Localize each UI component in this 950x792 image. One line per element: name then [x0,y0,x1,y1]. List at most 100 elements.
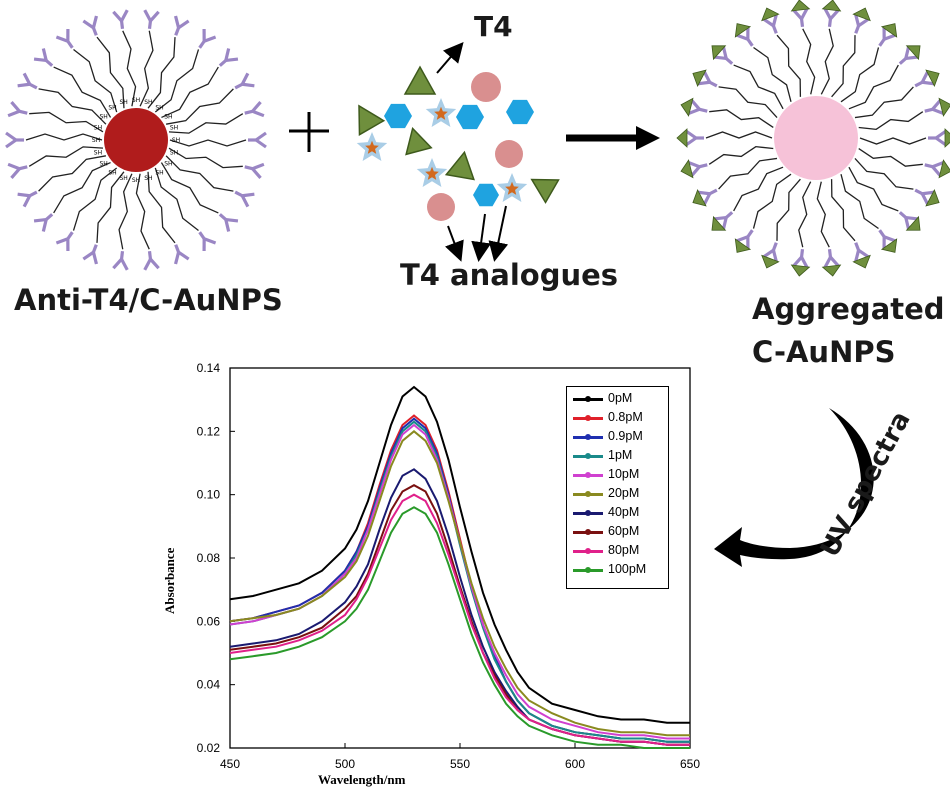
t4-pointer-arrow [436,41,464,74]
legend-label: 0.8pM [608,410,643,424]
antibody-icon [821,0,842,28]
aggregated-label-line2: C-AuNPS [752,335,896,369]
thiol-label: SH [144,99,152,106]
uv-curved-arrow [714,408,874,567]
antibody-icon [55,231,74,251]
star-molecule-icon [425,98,457,127]
series-line-20pM [229,430,690,737]
antibody-icon [790,248,811,277]
legend-item: 60pM [567,522,668,541]
thiol-label: SH [119,99,127,106]
antibody-icon [734,23,754,47]
antibody-icon [761,7,780,34]
antibody-icon [914,188,940,207]
y-tick-label: 0.10 [197,488,221,502]
thiol-label: SH [155,169,163,176]
star-molecule-icon [416,158,448,187]
hexagon-molecule-icon [384,103,412,129]
legend-item: 20pM [567,484,668,503]
x-tick-label: 600 [565,757,585,771]
legend-label: 1pM [608,448,633,462]
legend-label: 40pM [608,505,640,519]
legend-item: 100pM [567,560,668,579]
antibody-icon [924,159,950,179]
antibody-icon [711,45,734,65]
x-tick-label: 550 [450,757,470,771]
series-line-0pM [229,385,690,724]
aggregated-aunp-particle [676,0,950,277]
antibody-icon [55,29,74,49]
antibody-icon [218,213,239,232]
thiol-label: SH [99,113,107,120]
antibody-icon [218,48,239,67]
anti-t4-label: Anti-T4/C-AuNPS [14,283,283,317]
triangle-molecule-icon [358,104,386,136]
antibody-icon [734,229,754,253]
y-tick-label: 0.14 [197,361,221,375]
legend-marker-icon [585,472,591,478]
thiol-label: SH [132,177,140,184]
antibody-icon [82,15,98,36]
triangle-molecule-icon [530,178,560,204]
antibody-icon [143,250,160,271]
antibody-icon [112,250,129,271]
thiol-label: SH [99,161,107,168]
t4-analogues-label: T4 analogues [400,258,619,292]
legend-marker-icon [585,548,591,554]
x-tick-label: 650 [680,757,700,771]
antibody-icon [143,9,160,30]
antibody-icon [112,9,129,30]
antibody-icon [82,244,98,265]
legend-item: 40pM [567,503,668,522]
thiol-label: SH [170,149,178,156]
legend-item: 80pM [567,541,668,560]
antibody-icon [244,101,265,118]
antibody-icon [676,128,704,148]
hexagon-molecule-icon [473,183,499,207]
antibody-icon [248,131,267,149]
aggregated-label-line1: Aggregated [752,292,945,326]
analogue-mixture [356,65,560,221]
uv-spectra-chart: 450 500 550 600 650 0.02 0.04 0.06 0.08 0.10 0.12 0… [197,361,700,771]
legend-item: 0.9pM [567,427,668,446]
star-molecule-icon [496,173,528,202]
legend-marker-icon [585,396,591,402]
antibody-icon [244,162,265,179]
thiol-label: SH [132,97,140,104]
gold-core-icon [104,108,168,172]
chart-legend: 0pM 0.8pM 0.9pM 1pM 10pM 20pM 40pM 60pM 80pM 100p… [566,386,669,589]
legend-label: 20pM [608,486,640,500]
antibody-icon [234,190,255,208]
circle-molecule-icon [471,72,501,102]
thiol-label: SH [155,105,163,112]
y-tick-label: 0.12 [197,424,221,438]
plus-sign [289,112,329,152]
antibody-icon [198,231,217,251]
antibody-icon [680,159,708,179]
triangle-molecule-icon [405,126,433,156]
legend-item: 0.8pM [567,408,668,427]
thiol-label: SH [164,161,172,168]
antibody-icon [914,69,940,88]
thiol-label: SH [144,175,152,182]
antibody-icon [33,213,54,232]
legend-label: 60pM [608,524,640,538]
antibody-icon [33,48,54,67]
antibody-icon [878,229,898,253]
antibody-icon [680,97,708,117]
antibody-icon [898,211,921,231]
triangle-molecule-icon [403,65,437,95]
antibody-icon [17,190,38,208]
antibody-icon [692,69,718,88]
legend-label: 0.9pM [608,429,643,443]
thiol-label: SH [108,105,116,112]
aggregated-core-icon [774,96,858,180]
antibody-icon [7,162,28,179]
hexagon-molecule-icon [456,104,484,130]
antibody-icon [7,101,28,118]
thiol-label: SH [170,125,178,132]
thiol-label: SH [108,169,116,176]
series-line-80pM [229,493,690,746]
